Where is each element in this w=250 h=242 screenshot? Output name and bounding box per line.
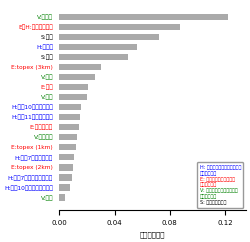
Bar bbox=[59, 74, 95, 80]
Bar bbox=[59, 54, 128, 60]
Bar bbox=[59, 104, 82, 110]
Bar bbox=[59, 134, 77, 140]
Bar bbox=[59, 154, 74, 160]
Bar bbox=[59, 84, 88, 90]
Bar bbox=[59, 34, 159, 40]
Bar bbox=[59, 44, 137, 50]
X-axis label: 変数の重要度: 変数の重要度 bbox=[140, 231, 165, 238]
Bar bbox=[59, 64, 101, 70]
Bar bbox=[59, 94, 87, 100]
Bar bbox=[59, 14, 228, 20]
Bar bbox=[59, 23, 180, 30]
Legend: H: ハザード関係のパラメータ
（気象要因）, E: 暴露関係のパラメータ
（地形要因）, V: 脆弱性関係のパラメータ
（森林要因）, S: 空間パラメータ: H: ハザード関係のパラメータ （気象要因）, E: 暴露関係のパラメータ （地… bbox=[197, 162, 244, 208]
Bar bbox=[59, 114, 80, 120]
Bar bbox=[59, 164, 73, 171]
Bar bbox=[59, 184, 70, 190]
Bar bbox=[59, 174, 72, 181]
Bar bbox=[59, 194, 65, 201]
Bar bbox=[59, 144, 76, 151]
Bar bbox=[59, 124, 79, 130]
